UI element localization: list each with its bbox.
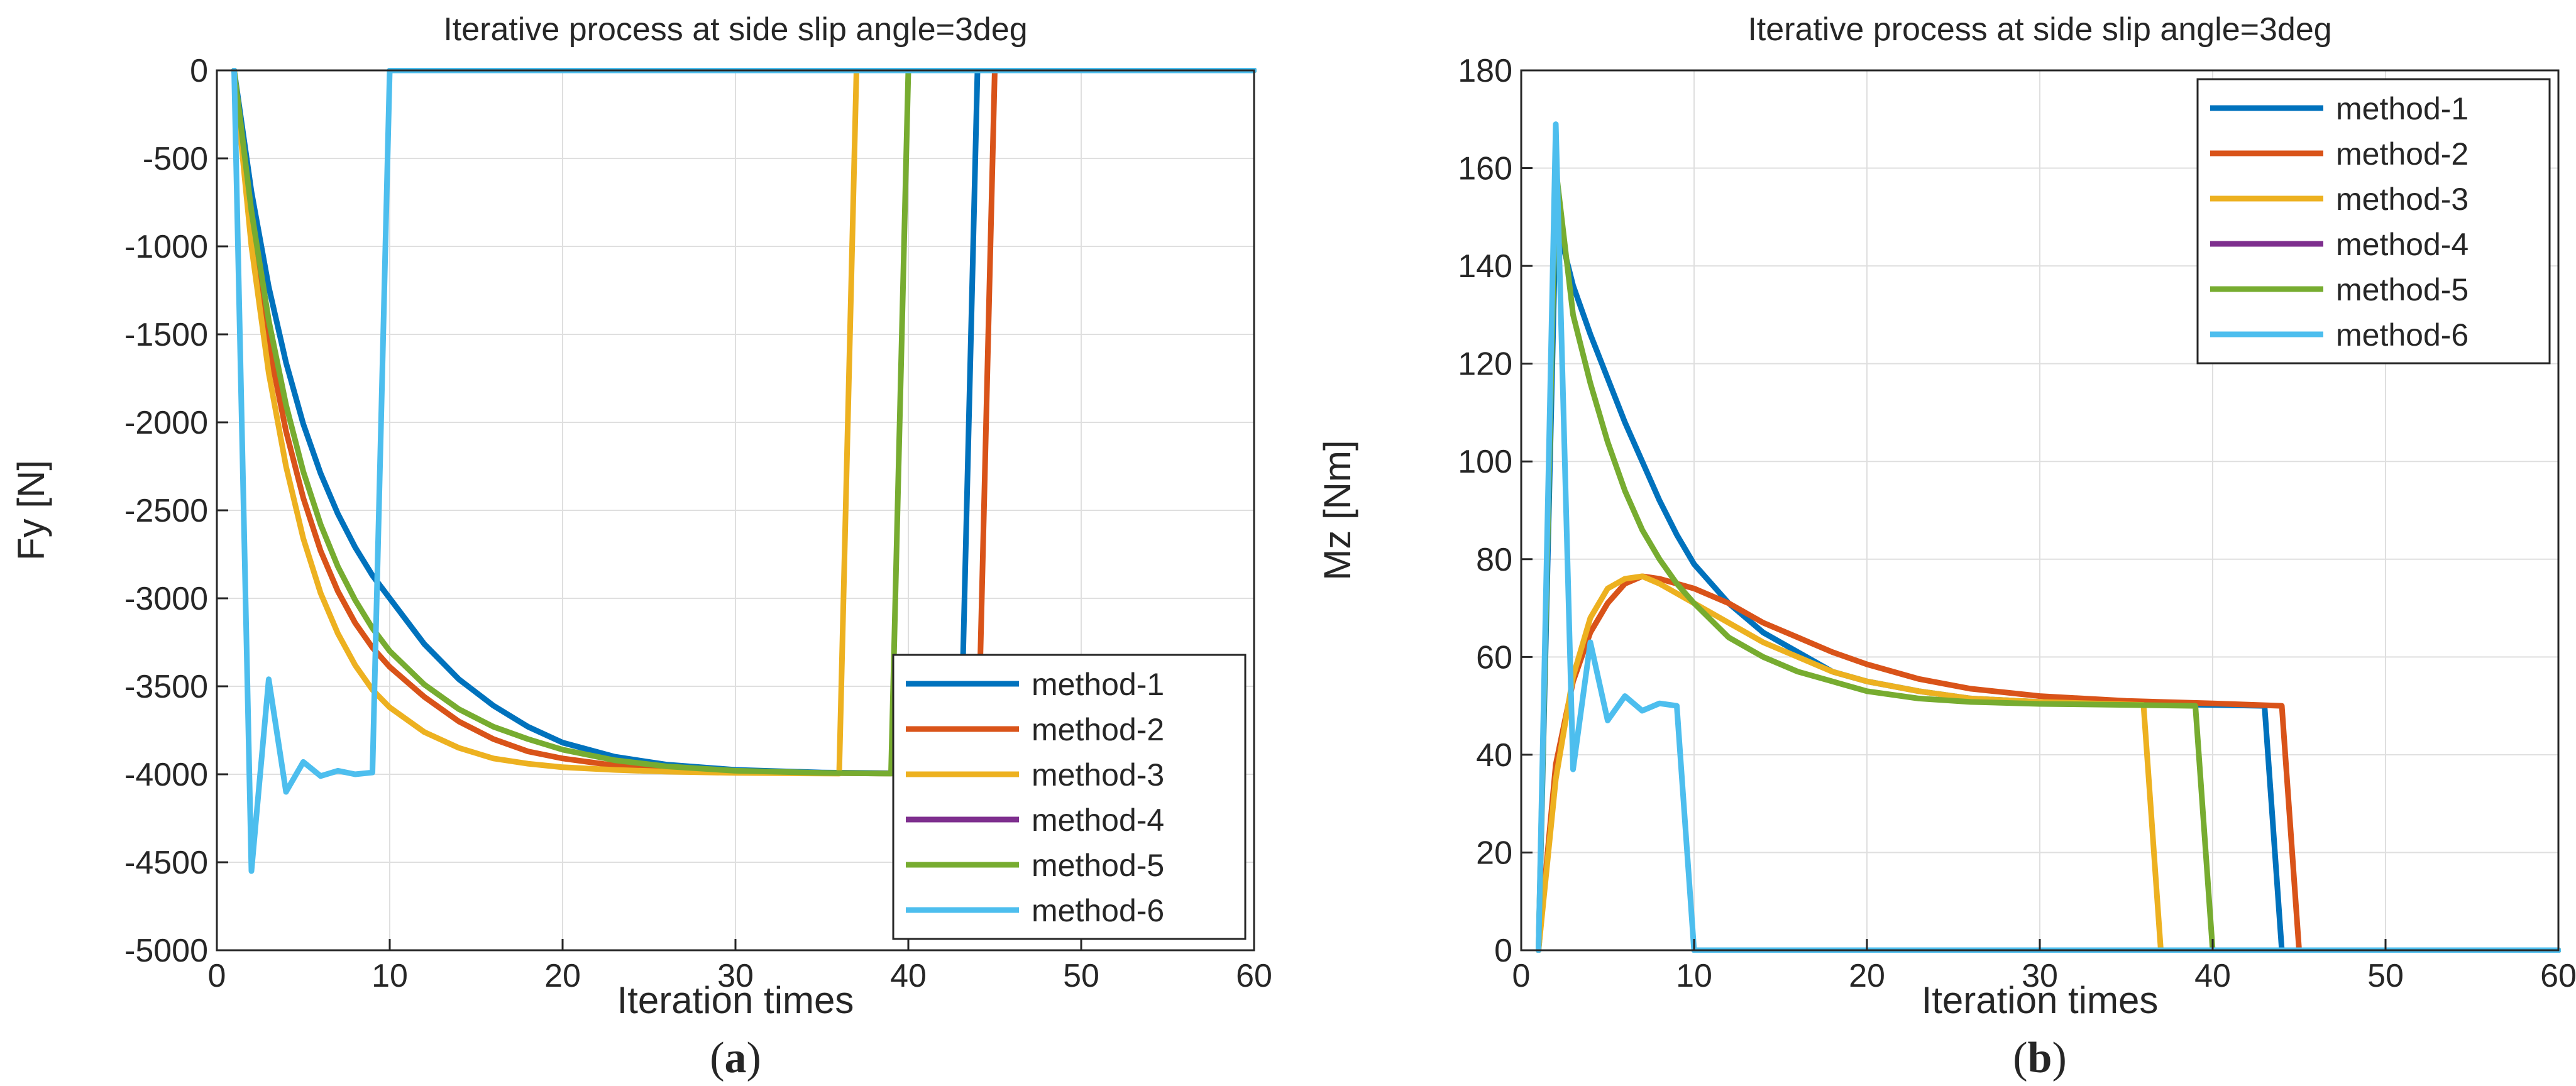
chart-b-ytick-label-9: 180 [1458, 53, 1512, 89]
caption-a-text: (a) [710, 1034, 761, 1082]
chart-a-xtick-label-1: 10 [372, 958, 408, 994]
chart-b-series-method-2 [1536, 573, 2561, 953]
chart-a-xtick-label-4: 40 [890, 958, 927, 994]
chart-a-ytick-label-9: -500 [143, 141, 208, 177]
chart-b-xtick-label-1: 10 [1676, 958, 1712, 994]
chart-a-xtick-label-3: 30 [717, 958, 754, 994]
chart-b-legend-label-method-2: method-2 [2336, 136, 2469, 172]
chart-a-series-method-5 [231, 68, 1257, 777]
chart-a-ytick-label-5: -2500 [124, 493, 208, 529]
chart-a-xtick-label-6: 60 [1236, 958, 1272, 994]
chart-b-ylabel: Mz [Nm] [1316, 440, 1358, 580]
chart-b-ytick-label-2: 40 [1476, 737, 1512, 774]
chart-a-xlabel: Iteration times [617, 979, 854, 1021]
chart-panel-a: Iterative process at side slip angle=3de… [10, 11, 1272, 1021]
caption-b-letter: b [2028, 1034, 2052, 1082]
caption-a-letter: a [725, 1034, 747, 1082]
chart-b-xtick-label-3: 30 [2022, 958, 2058, 994]
chart-a-legend-label-method-1: method-1 [1032, 667, 1164, 702]
chart-b-legend-box [2196, 78, 2551, 365]
chart-b-legend-label-method-6: method-6 [2336, 317, 2469, 353]
chart-a-ytick-label-4: -3000 [124, 581, 208, 617]
chart-a-legend: method-1 method-2 method-3 method-4 method-5… [892, 654, 1247, 940]
chart-b-legend-label-method-1: method-1 [2336, 91, 2469, 126]
chart-a-legend-label-method-4: method-4 [1032, 803, 1164, 838]
chart-a-legend-label-method-2: method-2 [1032, 712, 1164, 747]
chart-a-ytick-label-6: -2000 [124, 405, 208, 441]
chart-a-legend-box [892, 654, 1247, 940]
chart-b-legend-label-method-5: method-5 [2336, 272, 2469, 307]
chart-panel-b: Iterative process at side slip angle=3de… [1316, 11, 2576, 1021]
chart-b-legend-label-method-4: method-4 [2336, 227, 2469, 262]
chart-b-ytick-label-1: 20 [1476, 835, 1512, 871]
chart-a-series-method-6 [231, 68, 1257, 874]
chart-a-ytick-label-0: -5000 [124, 933, 208, 969]
chart-a-xtick-label-5: 50 [1063, 958, 1099, 994]
chart-b-xtick-label-6: 60 [2540, 958, 2576, 994]
chart-b-ytick-label-7: 140 [1458, 248, 1512, 285]
chart-a-legend-label-method-3: method-3 [1032, 757, 1164, 793]
chart-b-xlabel: Iteration times [1922, 979, 2159, 1021]
chart-a-ytick-label-7: -1500 [124, 317, 208, 353]
chart-b-ytick-label-5: 100 [1458, 444, 1512, 480]
chart-a-ytick-label-3: -3500 [124, 669, 208, 705]
chart-a-legend-label-method-5: method-5 [1032, 848, 1164, 883]
chart-b-series-method-5 [1536, 165, 2561, 953]
caption-b-text: (b) [2013, 1034, 2067, 1082]
chart-b-ytick-label-3: 60 [1476, 639, 1512, 676]
chart-a-xtick-label-2: 20 [544, 958, 581, 994]
chart-b-xtick-label-2: 20 [1849, 958, 1885, 994]
chart-b-legend-label-method-3: method-3 [2336, 182, 2469, 217]
chart-b-xtick-label-5: 50 [2367, 958, 2404, 994]
chart-b-ytick-label-4: 80 [1476, 542, 1512, 578]
chart-b-ytick-label-0: 0 [1494, 933, 1512, 969]
chart-a-legend-label-method-6: method-6 [1032, 893, 1164, 928]
chart-a-series-method-3 [231, 68, 1257, 777]
chart-b-ytick-label-8: 160 [1458, 151, 1512, 187]
chart-a-title: Iterative process at side slip angle=3de… [443, 11, 1027, 48]
chart-a-ytick-label-1: -4500 [124, 845, 208, 881]
chart-b-ytick-label-6: 120 [1458, 346, 1512, 383]
chart-b-xtick-label-0: 0 [1512, 958, 1531, 994]
chart-a-ytick-label-8: -1000 [124, 229, 208, 265]
chart-b-xtick-label-4: 40 [2194, 958, 2231, 994]
chart-a-ylabel: Fy [N] [10, 460, 52, 561]
chart-a-ytick-label-2: -4000 [124, 757, 208, 793]
chart-a-series-group [231, 68, 1257, 874]
chart-b-title: Iterative process at side slip angle=3de… [1748, 11, 2331, 48]
chart-b-series-group [1536, 121, 2561, 953]
chart-a-xtick-label-0: 0 [208, 958, 226, 994]
chart-b-legend: method-1 method-2 method-3 method-4 method-5… [2196, 78, 2551, 365]
chart-a-ytick-label-10: 0 [190, 53, 208, 89]
chart-b-series-method-6 [1536, 121, 2561, 953]
